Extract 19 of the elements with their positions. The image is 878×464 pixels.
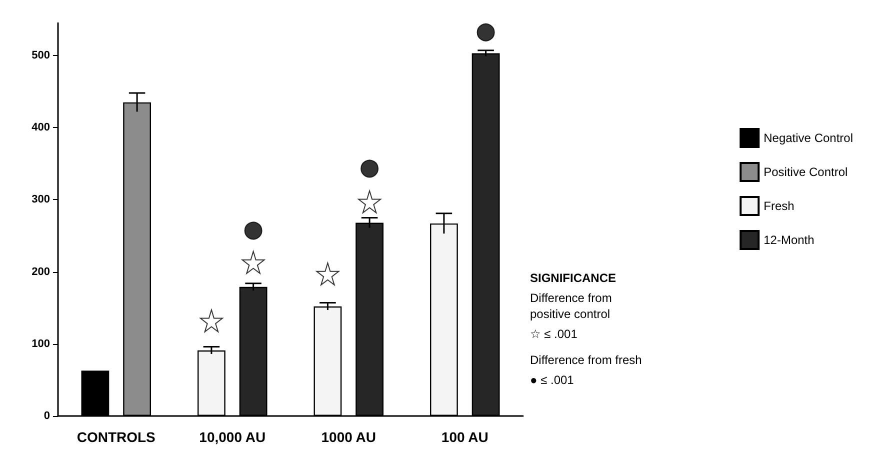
y-tick-label: 100: [32, 338, 50, 350]
text: Difference from positive control: [530, 291, 616, 321]
legend-label: 12-Month: [764, 233, 814, 247]
text: SIGNIFICANCE: [530, 271, 616, 285]
y-tick-label: 400: [32, 122, 50, 134]
x-tick-label: 1000 AU: [321, 429, 376, 445]
x-tick-label: CONTROLS: [76, 429, 156, 445]
text: ● ≤ .001: [530, 373, 574, 387]
y-tick-label: 0: [44, 410, 50, 422]
y-tick-label: 200: [32, 266, 50, 278]
text: Difference from fresh: [530, 353, 642, 367]
x-tick-label: 100 AU: [441, 429, 488, 445]
legend-label: Fresh: [764, 199, 794, 213]
y-tick-label: 500: [32, 49, 50, 62]
legend-label: Positive Control: [764, 165, 848, 179]
text: ☆ ≤ .001: [530, 327, 578, 341]
legend-label: Negative Control: [764, 131, 854, 145]
y-tick-label: 300: [32, 194, 50, 206]
x-tick-label: 10,000 AU: [199, 429, 266, 445]
